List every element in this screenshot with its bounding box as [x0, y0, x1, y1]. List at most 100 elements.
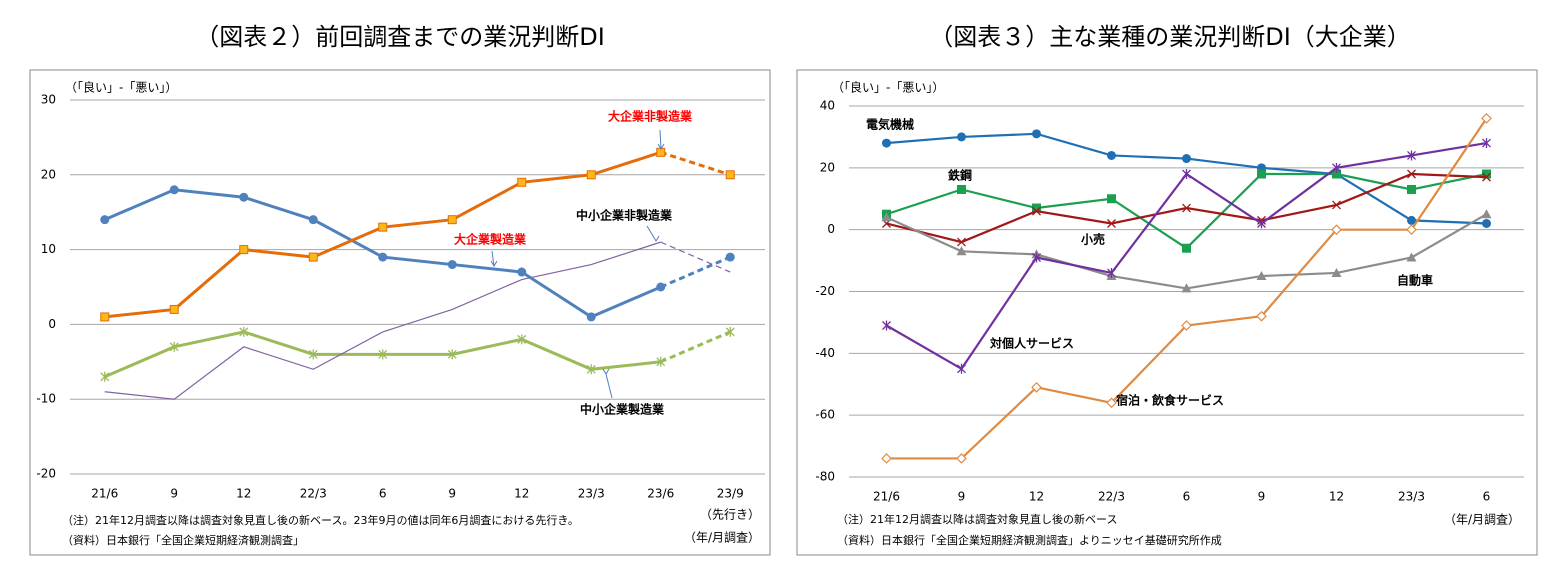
x-tick-label: 12 [514, 487, 529, 501]
marker [1181, 283, 1192, 293]
marker [100, 312, 110, 322]
marker [725, 252, 735, 262]
note: （注）21年12月調査以降は調査対象見直し後の新ベース。23年9月の値は同年6月… [62, 513, 579, 527]
x-tick-label: 21/6 [873, 490, 900, 504]
marker [1257, 218, 1266, 229]
x-tick-label: 12 [1329, 490, 1344, 504]
y-tick-label: -20 [36, 467, 56, 481]
marker [1406, 224, 1417, 236]
marker [1107, 194, 1116, 204]
marker [1032, 206, 1041, 216]
marker [447, 215, 457, 225]
marker [725, 170, 735, 180]
series-label: 鉄鋼 [948, 168, 972, 183]
marker [1182, 154, 1191, 164]
marker [378, 222, 388, 232]
marker [1107, 219, 1116, 228]
marker [1182, 243, 1191, 253]
forecast-line [660, 241, 731, 273]
marker [239, 326, 249, 337]
series-label: 大企業製造業 [454, 232, 527, 247]
note: （注）21年12月調査以降は調査対象見直し後の新ベース [837, 512, 1117, 526]
marker [1407, 169, 1416, 179]
marker [1407, 215, 1416, 225]
marker [881, 212, 892, 222]
x-tick-label: 23/6 [647, 487, 674, 501]
series-line [104, 241, 661, 400]
series-label: 電気機械 [866, 117, 914, 132]
x-tick-label: 22/3 [300, 487, 327, 501]
note: （資料）日本銀行「全国企業短期経済観測調査」よりニッセイ基礎研究所作成 [837, 533, 1222, 547]
marker [1032, 129, 1041, 139]
marker [308, 252, 318, 262]
y-tick-label: -10 [36, 392, 56, 406]
label-arrow [602, 368, 613, 399]
marker [956, 246, 967, 256]
series-label: 中小企業非製造業 [576, 208, 673, 223]
y-tick-label: 30 [41, 93, 56, 107]
forecast-line [660, 150, 731, 177]
marker [239, 192, 249, 202]
marker [1107, 267, 1116, 278]
forecast-line [660, 330, 731, 364]
series-label: 自動車 [1397, 273, 1433, 288]
marker [169, 341, 179, 352]
marker [957, 132, 966, 142]
marker [100, 371, 110, 382]
marker [1406, 252, 1417, 262]
marker [656, 147, 666, 157]
note: （資料）日本銀行「全国企業短期経済観測調査」 [62, 533, 304, 547]
y-tick-label: 10 [41, 242, 56, 256]
chart-title: （図表２）前回調査までの業況判断DI [195, 23, 605, 51]
marker [1482, 138, 1491, 149]
marker [957, 184, 966, 194]
marker [239, 245, 249, 255]
series-label: 対個人サービス [989, 336, 1074, 351]
marker [1407, 150, 1416, 161]
marker [447, 260, 457, 270]
x-tick-label: 6 [379, 487, 387, 501]
marker [169, 304, 179, 314]
marker [1332, 162, 1341, 173]
marker [656, 356, 666, 367]
marker [586, 364, 596, 375]
marker [1032, 252, 1041, 263]
marker [881, 453, 892, 464]
marker [957, 363, 966, 374]
label-arrow [646, 225, 660, 242]
marker [956, 453, 967, 464]
marker [1256, 310, 1267, 322]
marker [1407, 184, 1416, 194]
marker [1256, 271, 1267, 281]
y-axis-label: （「良い」-「悪い」） [832, 80, 944, 95]
y-tick-label: 20 [820, 160, 835, 174]
y-tick-label: 20 [41, 167, 56, 181]
x-tick-label: 23/3 [1398, 490, 1425, 504]
x-tick-label: 23/3 [578, 487, 605, 501]
y-tick-label: 40 [820, 99, 835, 113]
marker [1332, 200, 1341, 210]
y-tick-label: 0 [827, 222, 835, 236]
marker [1331, 267, 1342, 277]
series-label: 中小企業製造業 [580, 402, 665, 417]
marker [1481, 209, 1492, 219]
x-tick-label: 6 [1183, 490, 1191, 504]
x-axis-note: （年/月調査） [1444, 513, 1520, 527]
y-axis-label: （「良い」-「悪い」） [65, 80, 177, 95]
x-tick-label: 6 [1483, 490, 1491, 504]
y-tick-label: -80 [815, 470, 835, 484]
series-label: 大企業非製造業 [608, 109, 693, 124]
marker [882, 138, 891, 148]
marker [1182, 169, 1191, 180]
marker [1106, 397, 1117, 409]
marker [882, 320, 891, 331]
marker [1257, 169, 1266, 179]
series-label: 小売 [1081, 232, 1105, 247]
x-tick-label: 9 [448, 487, 456, 501]
marker [378, 252, 388, 262]
marker [308, 215, 318, 225]
marker [100, 215, 110, 225]
marker [378, 349, 388, 360]
label-arrow [490, 250, 498, 267]
x-tick-label: 12 [1029, 490, 1044, 504]
